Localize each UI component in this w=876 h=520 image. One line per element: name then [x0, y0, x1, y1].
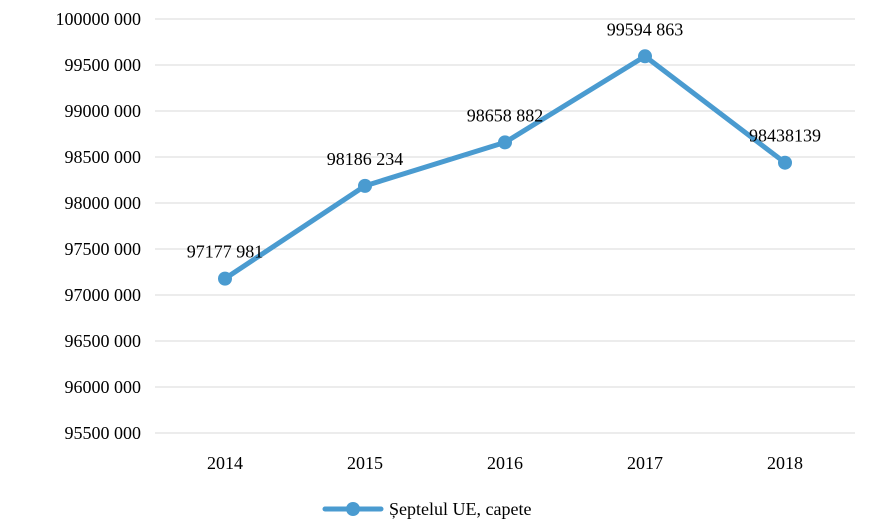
- legend-label: Șeptelul UE, capete: [389, 499, 531, 519]
- x-tick-label: 2015: [347, 453, 383, 473]
- y-axis-tick-labels: 95500 000 96000 000 96500 000 97000 000 9750…: [56, 9, 142, 443]
- legend-marker: [346, 502, 360, 516]
- gridlines: [155, 18, 855, 434]
- data-point: [638, 49, 652, 64]
- y-tick-label: 98000 000: [65, 193, 142, 213]
- data-point: [358, 178, 372, 193]
- y-tick-label: 97500 000: [65, 239, 142, 259]
- data-label: 99594 863: [607, 19, 684, 39]
- y-tick-label: 97000 000: [65, 285, 142, 305]
- x-tick-label: 2016: [487, 453, 523, 473]
- series-line: [222, 53, 788, 282]
- y-tick-label: 96000 000: [65, 377, 142, 397]
- y-tick-label: 99000 000: [65, 101, 142, 121]
- data-label: 97177 981: [187, 242, 264, 262]
- x-tick-label: 2018: [767, 453, 803, 473]
- y-tick-label: 95500 000: [65, 423, 142, 443]
- x-axis-tick-labels: 2014 2015 2016 2017 2018: [207, 453, 803, 473]
- y-tick-label: 96500 000: [65, 331, 142, 351]
- data-point: [218, 271, 232, 286]
- x-tick-label: 2017: [627, 453, 663, 473]
- x-tick-label: 2014: [207, 453, 243, 473]
- data-point: [498, 135, 512, 150]
- y-tick-label: 100000 000: [56, 9, 142, 29]
- series-layer: [218, 49, 792, 286]
- y-tick-label: 98500 000: [65, 147, 142, 167]
- data-labels: 97177 981 98186 234 98658 882 99594 863 9843…: [187, 19, 821, 261]
- data-label: 98658 882: [467, 105, 544, 125]
- legend: Șeptelul UE, capete: [322, 499, 531, 519]
- data-label: 98438139: [749, 126, 821, 146]
- data-label: 98186 234: [327, 149, 404, 169]
- y-tick-label: 99500 000: [65, 55, 142, 75]
- data-point: [778, 155, 792, 170]
